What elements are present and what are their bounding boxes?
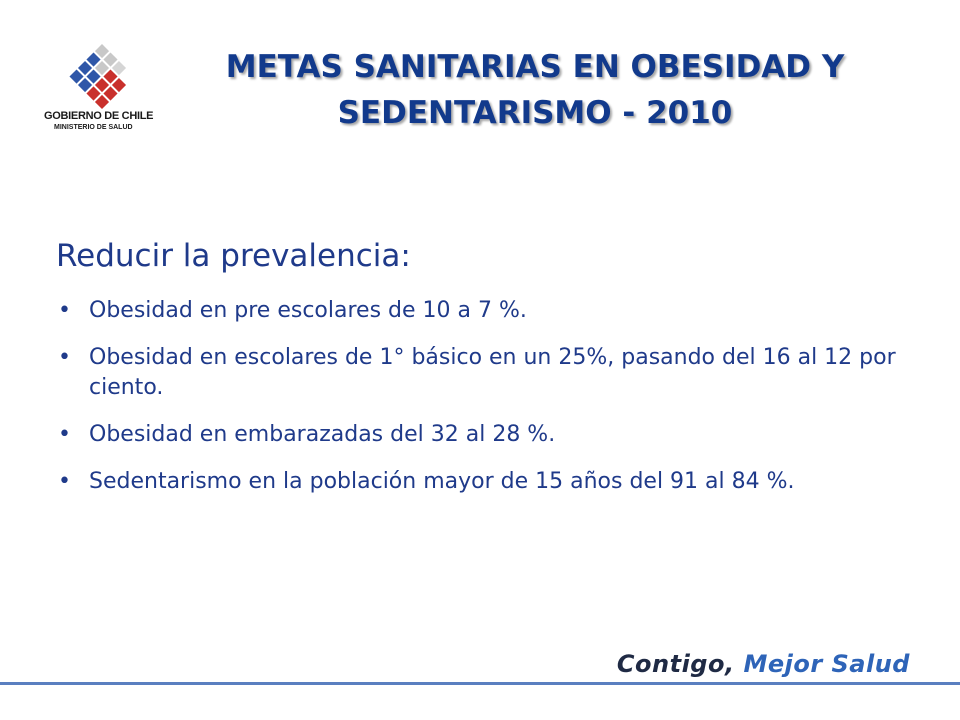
ministry-emblem-icon (69, 44, 127, 110)
bullet-text: Obesidad en pre escolares de 10 a 7 %. (89, 298, 527, 323)
bullet-icon: • (58, 422, 71, 447)
bullet-text: Sedentarismo en la población mayor de 15… (89, 469, 795, 494)
bullet-icon: • (58, 298, 71, 323)
bullet-icon: • (58, 345, 71, 370)
gobierno-chile-logo (40, 40, 170, 150)
bullet-icon: • (58, 469, 71, 494)
bullet-text: Obesidad en escolares de 1° básico en un… (89, 345, 896, 400)
logo-subtitle: MINISTERIO DE SALUD (54, 124, 133, 131)
bullet-text: Obesidad en embarazadas del 32 al 28 %. (89, 422, 556, 447)
footer-divider (0, 682, 960, 685)
slide-title-line-1: METAS SANITARIAS EN OBESIDAD Y (225, 49, 845, 85)
footer-slogan: Contigo, Mejor Salud (617, 650, 910, 678)
slogan-part-1: Contigo, (616, 650, 735, 678)
list-item: • Obesidad en escolares de 1° básico en u… (56, 343, 926, 403)
list-item: • Obesidad en embarazadas del 32 al 28 %. (56, 420, 926, 450)
list-item: • Sedentarismo en la población mayor de 1… (56, 467, 926, 497)
bullet-list: • Obesidad en pre escolares de 10 a 7 %. … (56, 296, 926, 497)
logo-name: GOBIERNO DE CHILE (44, 110, 154, 122)
slide-body: Reducir la prevalencia: • Obesidad en pre… (56, 236, 926, 514)
body-heading: Reducir la prevalencia: (56, 238, 411, 274)
slide-title: METAS SANITARIAS EN OBESIDAD Y SEDENTARI… (190, 44, 880, 136)
list-item: • Obesidad en pre escolares de 10 a 7 %. (56, 296, 926, 326)
slogan-part-2: Mejor Salud (734, 650, 910, 678)
slide-title-line-2: SEDENTARISMO - 2010 (337, 95, 733, 131)
